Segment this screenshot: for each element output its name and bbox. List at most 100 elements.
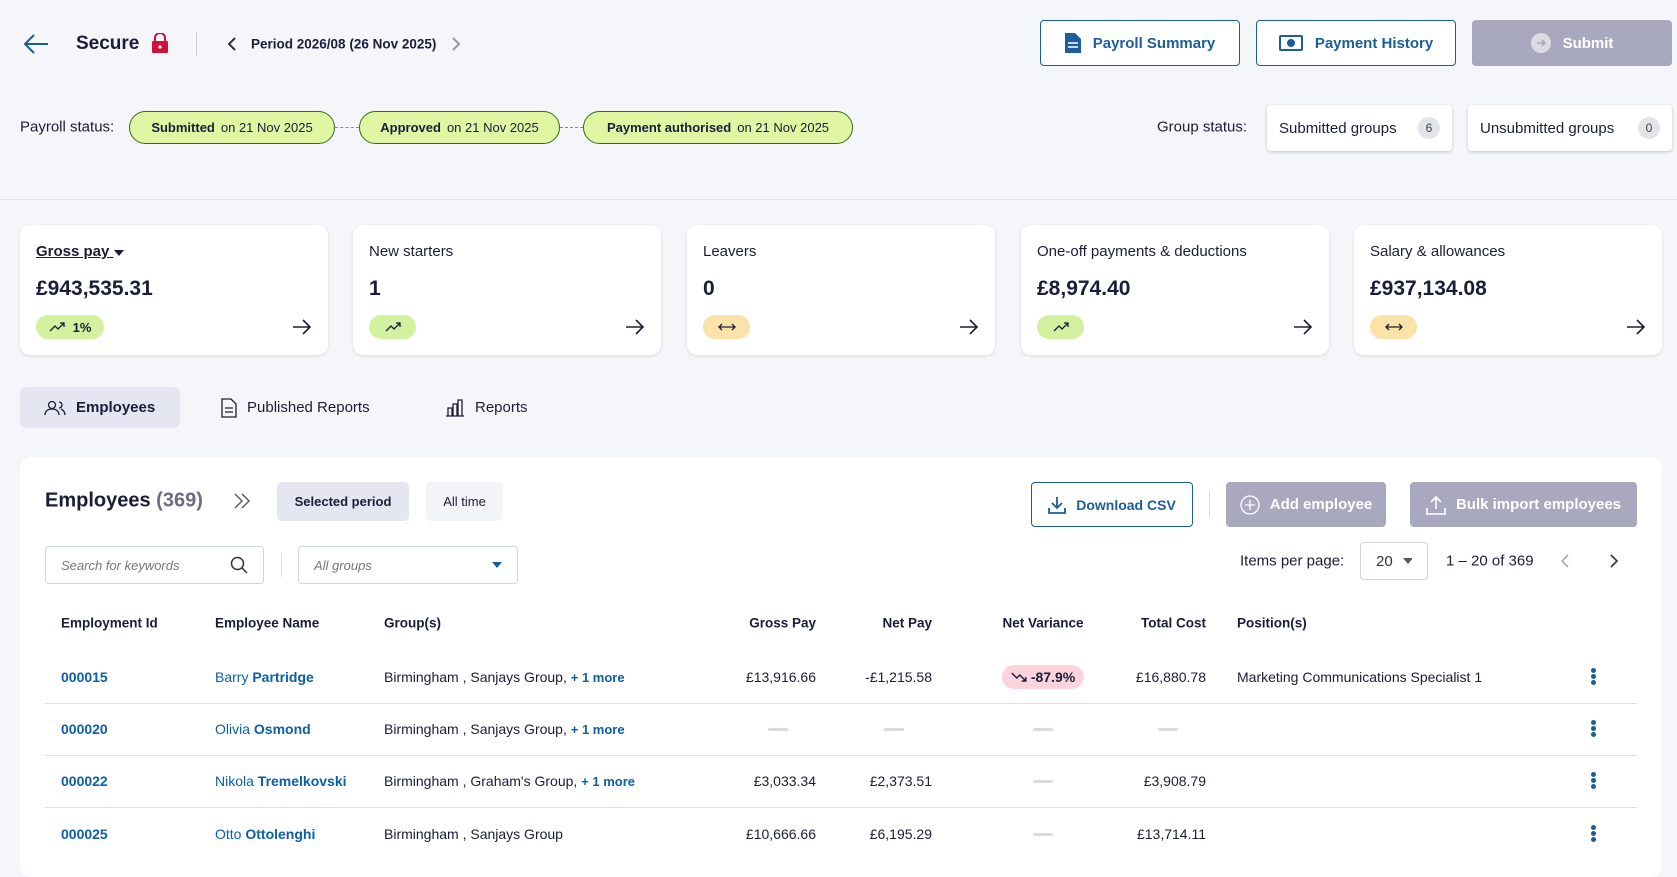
- lock-icon: [152, 33, 168, 53]
- menu-dot: [1591, 824, 1596, 830]
- empty-value: [1033, 832, 1053, 836]
- employment-id[interactable]: 000020: [61, 721, 108, 738]
- tab-label: Published Reports: [247, 399, 370, 416]
- card-value: £937,134.08: [1370, 277, 1487, 300]
- trend-pill: [369, 315, 416, 339]
- row-menu[interactable]: [1591, 720, 1597, 738]
- last-name: Ottolenghi: [245, 825, 316, 842]
- step-date: on 21 Nov 2025: [446, 120, 539, 135]
- row-menu[interactable]: [1591, 668, 1597, 686]
- card-arrow[interactable]: [625, 319, 645, 335]
- card-arrow[interactable]: [1626, 319, 1646, 335]
- groups: Birmingham , Sanjays Group, + 1 more: [384, 721, 625, 737]
- download-csv-button[interactable]: Download CSV: [1031, 482, 1193, 527]
- row-menu[interactable]: [1591, 824, 1597, 843]
- status-step: Submitted on 21 Nov 2025: [129, 111, 335, 144]
- summary-card[interactable]: One-off payments & deductions £8,974.40: [1021, 225, 1329, 355]
- back-button[interactable]: [22, 32, 50, 56]
- prev-period[interactable]: [227, 37, 237, 51]
- card-title: New starters: [369, 243, 454, 260]
- expand-icon[interactable]: [233, 492, 251, 510]
- menu-dot: [1591, 830, 1596, 836]
- card-arrow[interactable]: [959, 319, 979, 335]
- chart-icon: [446, 398, 464, 417]
- bulk-import-button[interactable]: Bulk import employees: [1410, 482, 1637, 527]
- tab-label: Employees: [76, 399, 156, 416]
- position: Marketing Communications Specialist 1: [1237, 669, 1483, 685]
- select-value: 20: [1376, 552, 1393, 570]
- next-period[interactable]: [451, 37, 461, 51]
- more-groups-link[interactable]: + 1 more: [570, 670, 625, 685]
- document-icon: [1064, 33, 1081, 53]
- group-status-label: Group status:: [1157, 118, 1248, 136]
- tab[interactable]: Published Reports: [197, 387, 394, 428]
- groups: Birmingham , Sanjays Group: [384, 826, 563, 842]
- filter-chip-active[interactable]: Selected period: [277, 482, 409, 521]
- payroll-summary-button[interactable]: Payroll Summary: [1040, 20, 1240, 66]
- trend-pill: [1037, 315, 1084, 339]
- card-arrow[interactable]: [292, 319, 312, 335]
- add-employee-button[interactable]: Add employee: [1226, 482, 1386, 527]
- prev-page[interactable]: [1560, 554, 1570, 568]
- menu-dot: [1591, 674, 1596, 679]
- menu-dot: [1591, 836, 1596, 842]
- group-list: Birmingham , Sanjays Group,: [384, 669, 567, 685]
- card-title[interactable]: Gross pay: [36, 243, 124, 260]
- employment-id[interactable]: 000022: [61, 773, 108, 790]
- group-status-box[interactable]: Unsubmitted groups 0: [1468, 105, 1672, 151]
- trend-up-icon: [385, 322, 401, 332]
- group-status-box[interactable]: Submitted groups 6: [1267, 105, 1452, 151]
- cash-icon: [1278, 35, 1303, 51]
- status-step: Approved on 21 Nov 2025: [359, 111, 560, 144]
- download-icon: [1048, 496, 1067, 514]
- summary-card[interactable]: Leavers 0: [687, 225, 995, 355]
- groups-select[interactable]: All groups: [298, 546, 518, 584]
- variance-value: -87.9%: [1030, 669, 1076, 685]
- employment-id[interactable]: 000025: [61, 825, 108, 842]
- row-menu[interactable]: [1591, 772, 1597, 790]
- row-divider: [45, 703, 1637, 704]
- first-name: Barry: [215, 669, 249, 685]
- page-range: 1 – 20 of 369: [1446, 552, 1534, 570]
- card-title-text: Gross pay: [36, 243, 110, 260]
- payment-history-button[interactable]: Payment History: [1256, 20, 1456, 66]
- employee-name[interactable]: Barry Partridge: [215, 669, 314, 685]
- search-input[interactable]: Search for keywords: [45, 546, 264, 584]
- column-header: Position(s): [1237, 615, 1307, 631]
- tab-active[interactable]: Employees: [20, 387, 180, 428]
- employee-name[interactable]: Nikola Tremelkovski: [215, 773, 347, 789]
- submit-button[interactable]: Submit: [1472, 20, 1672, 66]
- period-name: Period 2026/08: [251, 36, 346, 52]
- more-groups-link[interactable]: + 1 more: [581, 774, 636, 790]
- employee-name[interactable]: Otto Ottolenghi: [215, 826, 315, 842]
- step-label: Approved: [380, 120, 441, 135]
- items-per-page-select[interactable]: 20: [1360, 542, 1428, 580]
- next-page[interactable]: [1609, 554, 1619, 568]
- card-title: Salary & allowances: [1370, 243, 1506, 260]
- trend-up-icon: [1053, 322, 1069, 332]
- row-divider: [45, 807, 1637, 809]
- status-step: Payment authorised on 21 Nov 2025: [583, 111, 853, 144]
- last-name: Partridge: [252, 669, 314, 685]
- title-text: Employees: [45, 489, 151, 512]
- card-arrow[interactable]: [1293, 319, 1313, 335]
- column-header: Net Variance: [1002, 615, 1084, 631]
- step-date: on 21 Nov 2025: [737, 120, 830, 135]
- employee-name[interactable]: Olivia Osmond: [215, 721, 311, 737]
- empty-value: [768, 728, 788, 732]
- more-groups-link[interactable]: + 1 more: [570, 722, 625, 738]
- period-date: (26 Nov 2025): [349, 36, 437, 52]
- group-label: Submitted groups: [1279, 119, 1397, 137]
- summary-card[interactable]: Gross pay £943,535.31 1%: [20, 225, 328, 355]
- tab-label: Reports: [475, 399, 528, 416]
- empty-value: [1033, 728, 1053, 732]
- summary-card[interactable]: New starters 1: [353, 225, 661, 355]
- first-name: Otto: [215, 825, 242, 842]
- variance-pill: -87.9%: [1001, 665, 1085, 689]
- first-name: Nikola: [215, 773, 254, 790]
- summary-card[interactable]: Salary & allowances £937,134.08: [1354, 225, 1662, 355]
- filter-chip[interactable]: All time: [426, 482, 503, 521]
- column-header: Group(s): [384, 615, 441, 631]
- tab[interactable]: Reports: [421, 387, 552, 428]
- employment-id[interactable]: 000015: [61, 669, 108, 685]
